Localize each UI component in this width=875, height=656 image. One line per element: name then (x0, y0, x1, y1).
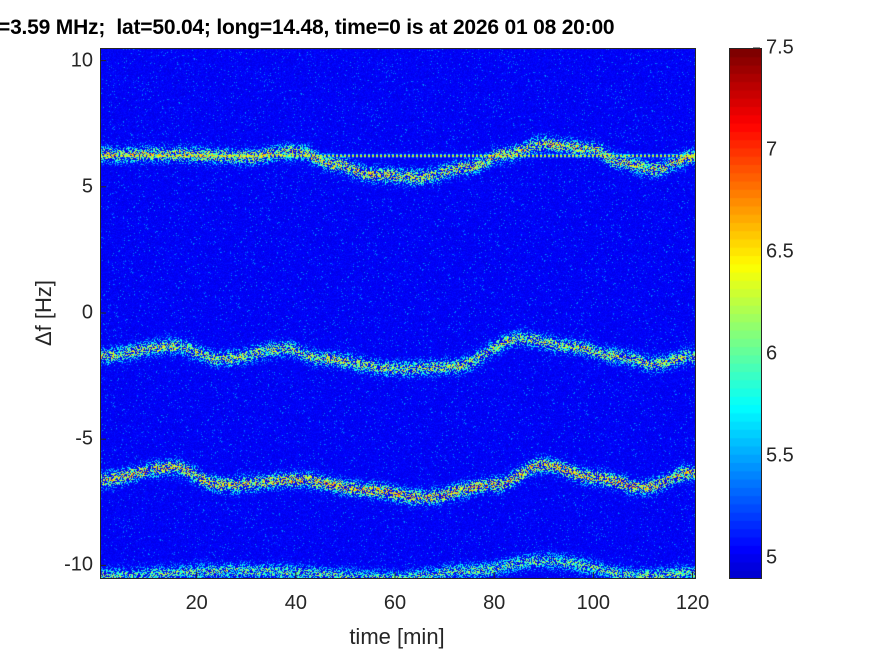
x-tick-label: 40 (284, 592, 307, 614)
x-axis-label: time [min] (349, 624, 445, 649)
x-tick-label: 80 (483, 592, 506, 614)
y-tick-label: -10 (64, 553, 93, 576)
colorbar-tick-label: 5 (766, 546, 778, 569)
colorbar-tick-label: 7 (766, 138, 778, 161)
x-tick-label: 100 (576, 592, 611, 614)
colorbar-tick-label: 6.5 (766, 240, 794, 263)
y-tick-label: 5 (81, 175, 93, 198)
spectrogram-heatmap (100, 48, 695, 578)
x-tick-label: 20 (185, 592, 208, 614)
colorbar-tick-label: 7.5 (766, 36, 794, 59)
x-tick-label: 60 (383, 592, 407, 614)
colorbar (729, 48, 761, 578)
colorbar-tick-label: 5.5 (766, 444, 794, 467)
x-tick-label: 120 (675, 592, 710, 614)
y-tick-label: -5 (75, 427, 93, 450)
y-tick-label: 0 (81, 301, 93, 324)
chart-title: =3.59 MHz; lat=50.04; long=14.48, time=0… (0, 16, 615, 39)
y-axis-label: Δf [Hz] (31, 279, 56, 347)
y-tick-label: 10 (70, 49, 93, 72)
colorbar-tick-label: 6 (766, 342, 778, 365)
